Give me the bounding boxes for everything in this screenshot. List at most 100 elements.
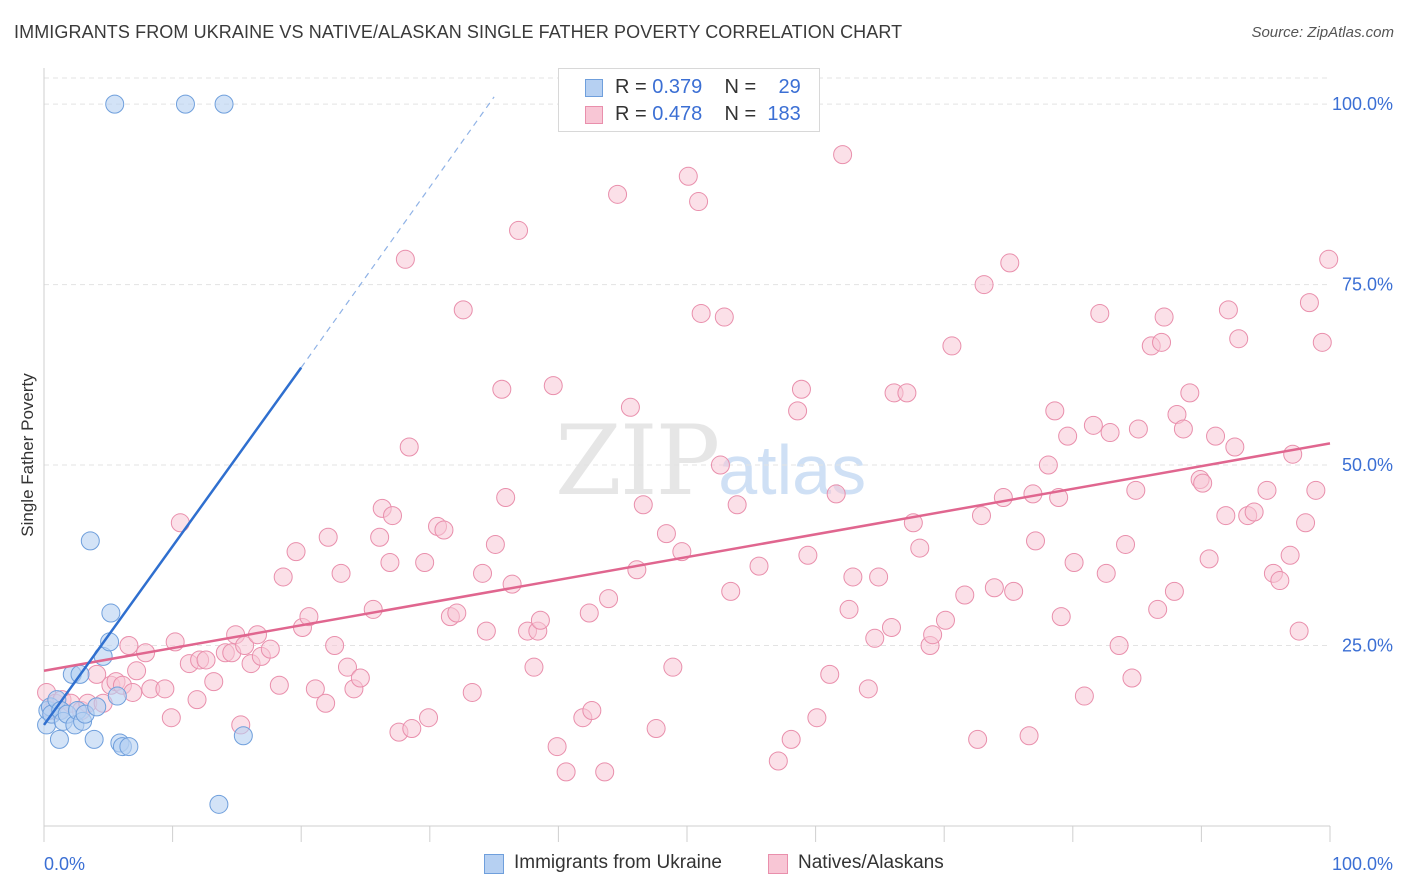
data-point-natives [1004,581,1024,601]
data-point-natives [1026,531,1046,551]
data-point-natives [833,145,853,165]
data-point-natives [1229,329,1249,349]
data-point-natives [524,657,544,677]
data-point-natives [1152,332,1172,352]
legend-n-label: N = [724,103,757,125]
series-label-natives: Natives/Alaskans [798,852,944,873]
source-credit: Source: ZipAtlas.com [1251,24,1394,41]
data-point-natives [260,639,280,659]
data-point-natives [727,495,747,515]
data-point-natives [1128,419,1148,439]
data-point-natives [1289,621,1309,641]
data-point-natives [196,650,216,670]
data-point-natives [473,563,493,583]
data-point-natives [119,636,139,656]
data-point-natives [402,719,422,739]
data-point-natives [1216,506,1236,526]
data-point-natives [663,657,683,677]
data-point-natives [1019,726,1039,746]
data-point-ukraine [80,531,100,551]
series-swatch-pink [768,854,788,874]
data-point-natives [788,401,808,421]
data-point-natives [331,563,351,583]
data-point-natives [305,679,325,699]
data-point-natives [826,484,846,504]
data-point-natives [843,567,863,587]
data-point-natives [968,729,988,749]
data-point-ukraine [87,697,107,717]
data-point-natives [1193,473,1213,493]
data-point-natives [269,675,289,695]
legend-swatch-blue [585,79,603,97]
data-point-natives [1064,553,1084,573]
data-point-natives [656,524,676,544]
data-point-natives [971,506,991,526]
data-point-natives [325,636,345,656]
data-point-ukraine [101,603,121,623]
data-point-natives [161,708,181,728]
data-point-natives [1116,534,1136,554]
data-point-ukraine [214,94,234,114]
legend-n-value-ukraine: 29 [778,76,801,98]
data-point-natives [721,581,741,601]
data-point-natives [1257,480,1277,500]
data-point-natives [337,657,357,677]
data-point-natives [910,538,930,558]
data-point-natives [984,578,1004,598]
data-point-natives [363,599,383,619]
data-point-natives [1100,423,1120,443]
data-point-natives [807,708,827,728]
data-point-natives [1090,303,1110,323]
data-point-natives [1045,401,1065,421]
data-point-natives [286,542,306,562]
data-point-natives [974,275,994,295]
data-point-natives [509,220,529,240]
data-point-natives [1218,300,1238,320]
data-point-natives [678,166,698,186]
data-point-natives [935,610,955,630]
data-point-natives [1058,426,1078,446]
data-point-natives [419,708,439,728]
data-point-natives [1173,419,1193,439]
x-tick-label: 0.0% [44,854,85,874]
data-point-natives [620,397,640,417]
data-point-natives [447,603,467,623]
data-point-natives [1270,571,1290,591]
data-point-natives [897,383,917,403]
legend-r-value-ukraine: 0.379 [652,76,703,98]
y-tick-label: 50.0% [1342,455,1393,475]
data-point-natives [453,300,473,320]
data-point-natives [485,534,505,554]
data-point-natives [556,762,576,782]
data-point-natives [1299,293,1319,313]
data-point-natives [820,664,840,684]
data-point-natives [579,603,599,623]
data-point-natives [1244,502,1264,522]
data-point-natives [1074,686,1094,706]
data-point-natives [547,737,567,757]
data-point-natives [123,682,143,702]
legend-r-value-natives: 0.478 [652,103,703,125]
data-point-natives [543,376,563,396]
data-point-natives [691,303,711,323]
data-point-natives [582,700,602,720]
data-point-natives [646,719,666,739]
data-point-natives [350,668,370,688]
data-point-natives [1225,437,1245,457]
data-point-ukraine [105,94,125,114]
data-point-natives [714,307,734,327]
series-swatch-blue [484,854,504,874]
data-point-natives [599,589,619,609]
data-point-natives [1199,549,1219,569]
y-tick-label: 25.0% [1342,636,1393,656]
data-point-natives [399,437,419,457]
data-point-natives [380,553,400,573]
data-point-natives [127,661,147,681]
data-point-natives [608,184,628,204]
data-point-natives [1096,563,1116,583]
legend-n-value-natives: 183 [767,103,801,125]
data-point-natives [1296,513,1316,533]
data-point-natives [1280,545,1300,565]
trendline-ukraine-extension [300,96,495,368]
